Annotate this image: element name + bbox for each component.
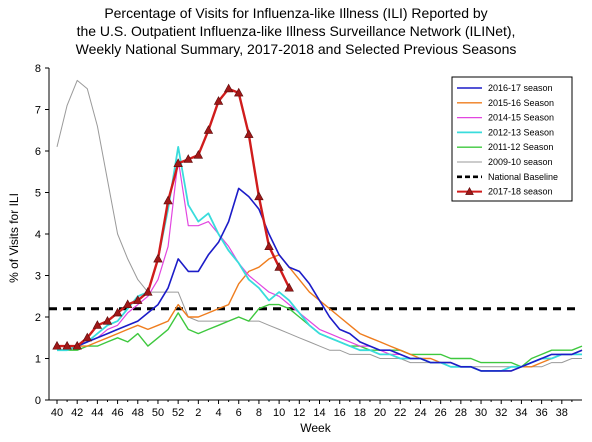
x-tick-label: 52 xyxy=(172,407,184,419)
series-point-2017-18-season xyxy=(213,96,224,105)
series-point-2017-18-season xyxy=(52,340,62,350)
y-tick-label: 1 xyxy=(35,354,41,366)
chart-legend: 2016-17 season 2015-16 Season 2014-15 Seas… xyxy=(451,76,573,202)
x-tick-label: 36 xyxy=(535,407,547,419)
series-point-2017-18-season xyxy=(193,150,204,159)
series-point-2017-18-season xyxy=(203,125,214,134)
series-point-2017-18-season xyxy=(133,295,143,304)
x-tick-label: 22 xyxy=(394,407,406,419)
series-point-2017-18-season xyxy=(244,129,254,138)
x-tick-label: 6 xyxy=(236,407,242,419)
x-tick-label: 46 xyxy=(111,407,123,419)
legend-label-2014-15-season: 2014-15 Season xyxy=(488,113,554,123)
x-tick-label: 26 xyxy=(435,407,447,419)
x-tick-label: 30 xyxy=(475,407,487,419)
x-tick-label: 50 xyxy=(152,407,164,419)
chart-title-line-2: the U.S. Outpatient Influenza-like Illne… xyxy=(76,23,516,39)
chart-title-line-1: Percentage of Visits for Influenza-like … xyxy=(104,5,488,21)
y-tick-label: 0 xyxy=(35,395,41,407)
x-tick-label: 38 xyxy=(556,407,568,419)
series-layer xyxy=(52,79,583,372)
series-point-2017-18-season xyxy=(173,158,183,167)
y-tick-label: 6 xyxy=(35,146,41,158)
x-tick-label: 32 xyxy=(495,407,507,419)
series-line-2015-16-season xyxy=(57,254,583,372)
legend-marker-2017-18-season xyxy=(465,186,474,195)
y-tick-label: 7 xyxy=(35,105,41,117)
x-tick-label: 12 xyxy=(293,407,305,419)
y-tick-label: 2 xyxy=(35,312,41,324)
series-line-2011-12-season xyxy=(57,303,583,368)
x-tick-label: 34 xyxy=(515,407,527,419)
x-tick-label: 48 xyxy=(132,407,144,419)
y-tick-label: 8 xyxy=(35,63,41,75)
chart-title-line-3: Weekly National Summary, 2017-2018 and S… xyxy=(75,41,517,57)
legend-box xyxy=(451,76,573,202)
series-point-2017-18-season xyxy=(254,191,264,201)
x-tick-label: 14 xyxy=(313,407,325,419)
x-tick-label: 40 xyxy=(51,407,63,419)
legend-label-2016-17-season: 2016-17 season xyxy=(488,83,553,93)
chart-title: Percentage of Visits for Influenza-like … xyxy=(0,4,592,58)
x-tick-label: 4 xyxy=(215,407,221,419)
x-tick-label: 10 xyxy=(273,407,285,419)
series-line-2009-10-season xyxy=(56,79,582,368)
y-axis-label: % of Visits for ILI xyxy=(7,193,21,283)
x-axis-label: Week xyxy=(300,421,331,435)
legend-label-national-baseline: National Baseline xyxy=(488,172,558,182)
x-tick-label: 24 xyxy=(414,407,426,419)
series-point-2017-18-season xyxy=(92,320,103,329)
legend-label-2012-13-season: 2012-13 Season xyxy=(488,127,554,137)
series-point-2017-18-season xyxy=(82,332,92,342)
legend-label-2017-18-season: 2017-18 season xyxy=(488,187,553,197)
y-tick-label: 3 xyxy=(35,271,41,283)
legend-label-2011-12-season: 2011-12 Season xyxy=(488,142,553,152)
series-point-2017-18-season xyxy=(223,83,234,93)
series-point-2017-18-season xyxy=(112,307,123,317)
y-tick-label: 5 xyxy=(35,188,41,200)
x-tick-label: 18 xyxy=(354,407,366,419)
series-point-2017-18-season xyxy=(163,195,173,205)
series-point-2017-18-season xyxy=(183,154,193,163)
series-point-2017-18-season xyxy=(143,286,153,296)
series-point-2017-18-season xyxy=(102,316,113,325)
series-line-2016-17-season xyxy=(57,187,583,372)
series-point-2017-18-season xyxy=(62,340,72,350)
series-point-2017-18-season xyxy=(153,253,163,263)
series-point-2017-18-season xyxy=(72,340,82,350)
x-tick-label: 42 xyxy=(71,407,83,419)
x-tick-label: 28 xyxy=(455,407,467,419)
series-point-2017-18-season xyxy=(122,299,133,309)
x-tick-label: 16 xyxy=(334,407,346,419)
x-tick-label: 20 xyxy=(374,407,386,419)
series-point-2017-18-season xyxy=(274,262,284,271)
series-point-2017-18-season xyxy=(234,87,244,97)
y-tick-label: 4 xyxy=(35,229,41,241)
x-tick-label: 2 xyxy=(195,407,201,419)
x-tick-label: 44 xyxy=(91,407,103,419)
legend-label-2009-10-season: 2009-10 season xyxy=(488,157,553,167)
series-point-2017-18-season xyxy=(284,282,294,292)
x-tick-label: 8 xyxy=(256,407,262,419)
series-point-2017-18-season xyxy=(264,241,274,250)
legend-label-2015-16-season: 2015-16 Season xyxy=(488,98,554,108)
